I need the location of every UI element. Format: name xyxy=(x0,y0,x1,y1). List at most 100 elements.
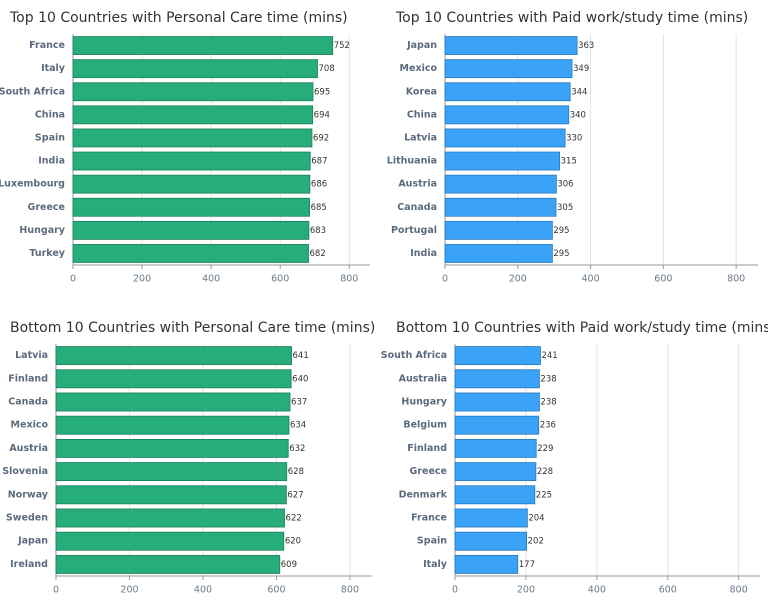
category-label: Mexico xyxy=(11,420,49,431)
x-tick-label: 0 xyxy=(70,274,76,285)
value-label: 695 xyxy=(314,87,330,97)
value-label: 708 xyxy=(319,64,335,74)
value-label: 306 xyxy=(557,180,573,190)
bar xyxy=(55,531,285,551)
bar xyxy=(72,128,313,148)
value-label: 627 xyxy=(287,490,303,500)
value-label: 228 xyxy=(537,467,553,477)
category-label: Spain xyxy=(35,132,65,143)
x-tick-label: 200 xyxy=(509,274,527,285)
bar xyxy=(55,369,292,389)
category-label: Denmark xyxy=(399,489,448,500)
bar xyxy=(444,36,578,55)
bar xyxy=(72,244,309,263)
value-label: 204 xyxy=(528,514,544,524)
x-tick-label: 0 xyxy=(452,585,458,596)
category-label: Austria xyxy=(9,443,48,454)
bar xyxy=(55,554,281,574)
bar xyxy=(454,508,528,528)
value-label: 683 xyxy=(310,226,326,236)
value-label: 344 xyxy=(571,87,587,97)
category-label: Norway xyxy=(8,489,49,500)
category-label: Canada xyxy=(397,202,437,213)
category-label: Austria xyxy=(398,179,437,190)
category-label: Slovenia xyxy=(2,466,48,477)
value-label: 202 xyxy=(528,537,544,547)
category-label: Italy xyxy=(423,559,448,570)
category-label: Canada xyxy=(8,397,48,408)
bar xyxy=(454,369,540,389)
category-label: Australia xyxy=(399,373,447,384)
category-label: India xyxy=(410,248,437,259)
chart-title: Bottom 10 Countries with Personal Care t… xyxy=(10,320,375,336)
x-tick-label: 400 xyxy=(582,274,600,285)
category-label: Ireland xyxy=(10,559,48,570)
bar xyxy=(444,105,570,125)
category-label: South Africa xyxy=(381,350,447,361)
x-tick-label: 400 xyxy=(588,585,606,596)
category-label: Sweden xyxy=(6,513,48,524)
value-label: 687 xyxy=(311,157,327,167)
value-label: 632 xyxy=(289,444,305,454)
bar xyxy=(454,531,528,551)
bar xyxy=(55,485,287,505)
x-tick-label: 200 xyxy=(120,585,138,596)
category-label: India xyxy=(38,156,65,167)
bar xyxy=(72,82,314,102)
bar xyxy=(72,151,311,171)
x-tick-label: 800 xyxy=(730,585,748,596)
bar xyxy=(72,105,314,125)
value-label: 637 xyxy=(291,398,307,408)
category-label: Portugal xyxy=(391,225,437,236)
value-label: 315 xyxy=(561,157,577,167)
value-label: 236 xyxy=(540,421,556,431)
bar xyxy=(454,462,537,482)
bar xyxy=(72,59,318,79)
value-label: 752 xyxy=(334,41,350,51)
x-tick-label: 800 xyxy=(340,274,358,285)
category-label: Greece xyxy=(410,466,447,477)
bar xyxy=(454,392,540,412)
category-label: Mexico xyxy=(400,63,438,74)
x-tick-label: 400 xyxy=(202,274,220,285)
chart-title: Top 10 Countries with Personal Care time… xyxy=(9,10,348,26)
category-label: Finland xyxy=(407,443,447,454)
x-tick-label: 800 xyxy=(727,274,745,285)
bar xyxy=(444,59,573,79)
category-label: Korea xyxy=(406,86,437,97)
bar xyxy=(454,415,540,435)
bar xyxy=(444,174,557,194)
value-label: 682 xyxy=(310,249,326,259)
x-tick-label: 200 xyxy=(517,585,535,596)
x-tick-label: 600 xyxy=(654,274,672,285)
category-label: Hungary xyxy=(19,225,65,236)
bar xyxy=(55,508,285,528)
category-label: Italy xyxy=(41,63,66,74)
category-label: Japan xyxy=(406,40,437,51)
bar xyxy=(55,392,291,412)
value-label: 622 xyxy=(286,514,302,524)
value-label: 628 xyxy=(288,467,304,477)
category-label: France xyxy=(411,513,447,524)
value-label: 340 xyxy=(570,110,586,120)
value-label: 634 xyxy=(290,421,306,431)
value-label: 686 xyxy=(311,180,327,190)
chart-title: Top 10 Countries with Paid work/study ti… xyxy=(395,10,748,26)
x-tick-label: 0 xyxy=(442,274,448,285)
value-label: 685 xyxy=(311,203,327,213)
value-label: 241 xyxy=(541,351,557,361)
value-label: 640 xyxy=(292,374,308,384)
category-label: Greece xyxy=(28,202,65,213)
category-label: Luxembourg xyxy=(0,179,65,190)
x-tick-label: 600 xyxy=(267,585,285,596)
value-label: 609 xyxy=(281,560,297,570)
category-label: China xyxy=(407,109,437,120)
x-tick-label: 600 xyxy=(271,274,289,285)
value-label: 229 xyxy=(537,444,553,454)
bar xyxy=(444,244,553,263)
bar xyxy=(72,36,334,55)
bar xyxy=(444,82,571,102)
category-label: Finland xyxy=(8,373,48,384)
value-label: 238 xyxy=(540,374,556,384)
